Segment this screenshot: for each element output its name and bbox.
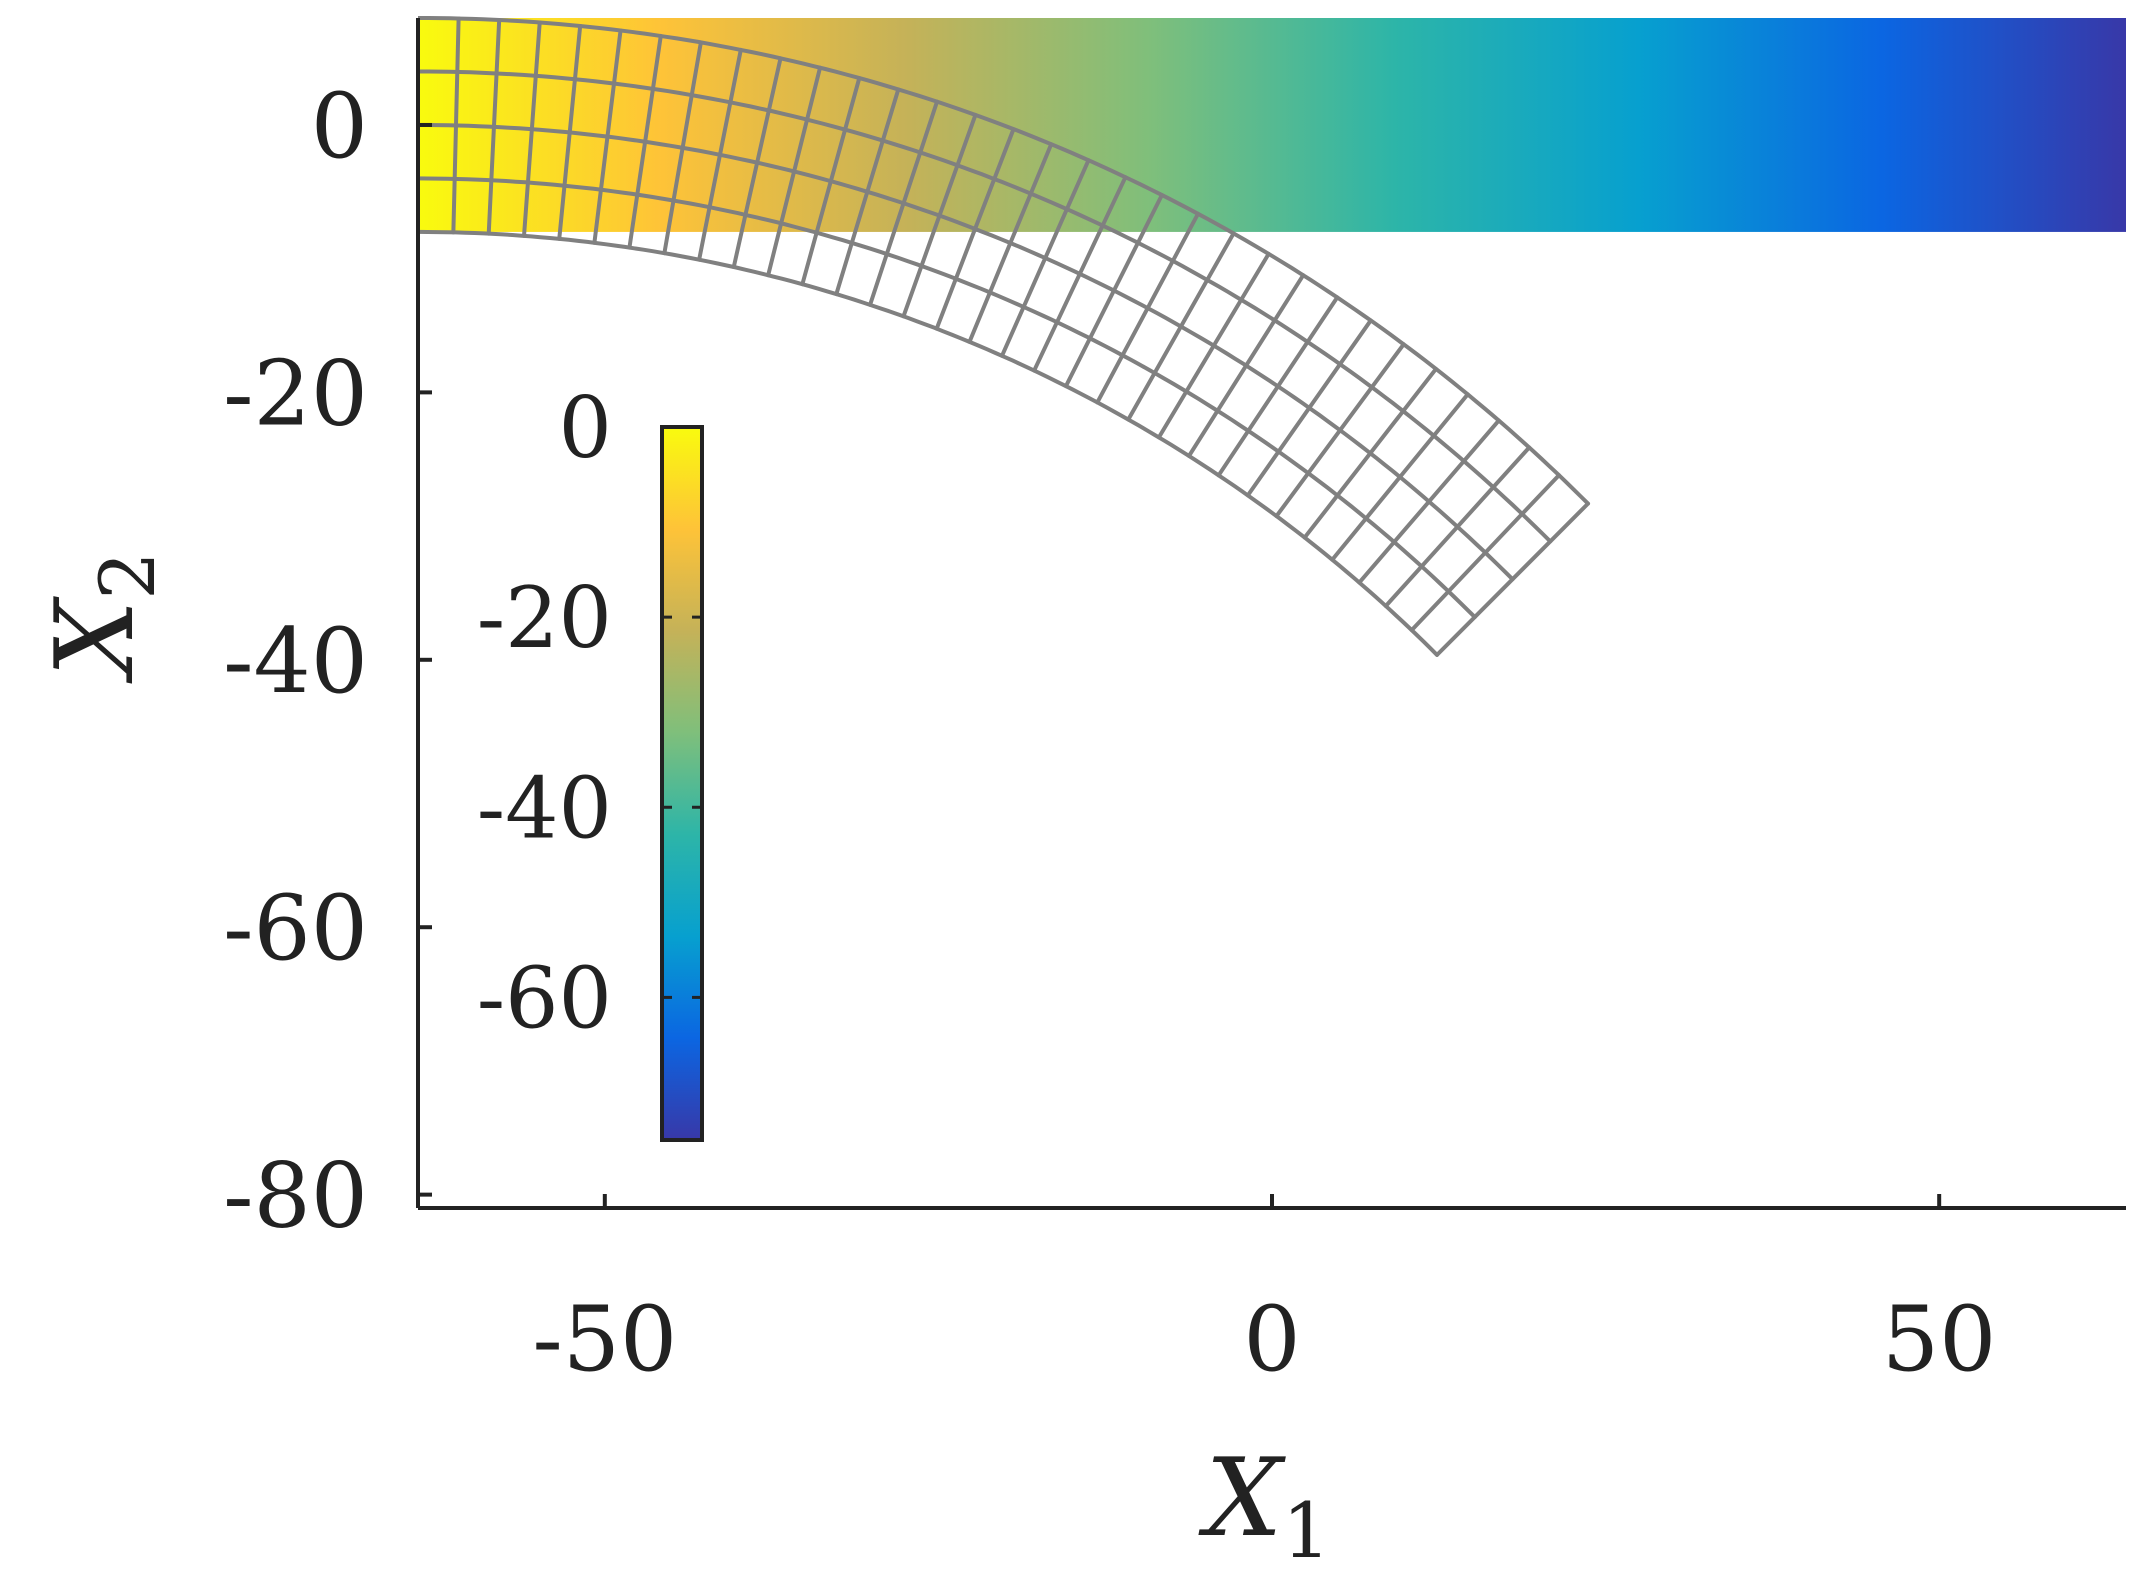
colorbar-ticks: 0 -20 -40 -60: [477, 379, 702, 1047]
mesh-column-line: [451, 16, 461, 235]
mesh-column-line: [1330, 392, 1470, 562]
mesh-column-line: [800, 76, 862, 287]
mesh-column-line: [868, 99, 940, 307]
y-axis-subscript: 2: [83, 551, 172, 599]
colorbar-tick-label: -20: [477, 569, 612, 667]
x-axis-subscript: 1: [1282, 1486, 1330, 1569]
mesh-column-line: [662, 40, 703, 256]
y-tick-label: 0: [311, 74, 368, 179]
mesh-column-line: [1245, 318, 1373, 498]
mesh-column-line: [1274, 342, 1406, 519]
mesh-column-line: [1216, 295, 1340, 478]
mesh-column-line: [697, 47, 743, 262]
mesh-column-line: [1063, 193, 1164, 389]
x-tick-label: 0: [1243, 1287, 1300, 1392]
y-axis-label: X2: [33, 551, 172, 683]
x-axis-symbol: X: [1198, 1436, 1286, 1561]
mesh-column-line: [1435, 501, 1590, 657]
mesh-column-line: [1357, 418, 1501, 585]
y-tick-label: -60: [223, 876, 368, 981]
mesh-column-line: [1000, 158, 1091, 358]
mesh-column-line: [1156, 251, 1271, 440]
mesh-column-line: [1302, 366, 1438, 540]
mesh-column-line: [901, 112, 978, 319]
undeformed-field: [418, 18, 2126, 232]
mesh-column-line: [834, 87, 901, 297]
mesh-column-line: [522, 20, 542, 238]
mesh-column-line: [1409, 473, 1561, 633]
mesh-column-line: [1095, 211, 1200, 405]
mesh-column-line: [1186, 273, 1306, 458]
x-tick-label: -50: [532, 1287, 677, 1392]
y-tick-label: -20: [223, 341, 368, 446]
mesh-column-line: [1126, 231, 1236, 422]
y-axis-symbol: X: [33, 596, 158, 684]
mesh-column-line: [731, 56, 783, 270]
y-tick-label: -40: [223, 609, 368, 714]
plot-area: [418, 16, 2126, 657]
mesh-column-line: [766, 65, 823, 278]
colorbar-tick-label: -60: [477, 949, 612, 1047]
colorbar-tick-label: 0: [559, 379, 612, 477]
colorbar-tick-label: -40: [477, 759, 612, 857]
x-axis-label: X1: [1198, 1436, 1330, 1569]
mesh-column-line: [1032, 175, 1128, 373]
mesh-column-line: [1383, 445, 1532, 609]
mesh-column-line: [557, 23, 583, 241]
y-tick-label: -80: [223, 1144, 368, 1249]
axes: -50 0 50 0 -20 -40 -60 -80: [223, 18, 2126, 1392]
colorbar: 0 -20 -40 -60: [477, 379, 704, 1142]
mesh-column-line: [967, 142, 1054, 344]
x-tick-label: 50: [1882, 1287, 1997, 1392]
mesh-column-line: [486, 17, 502, 236]
deformed-mesh: [418, 16, 1590, 657]
colorbar-scale: [660, 425, 704, 1142]
mesh-column-line: [592, 28, 623, 245]
mesh-column-line: [934, 127, 1016, 331]
mesh-column-line: [627, 33, 663, 250]
